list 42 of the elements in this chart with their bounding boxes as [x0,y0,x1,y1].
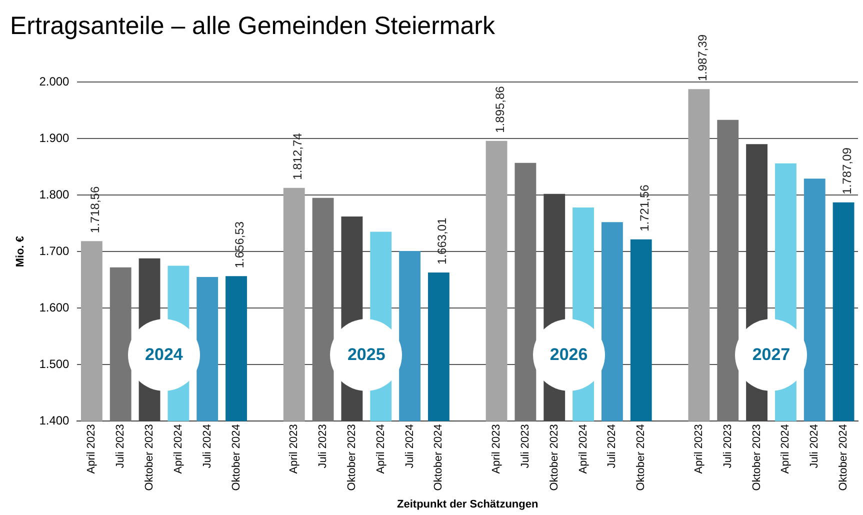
x-tick-label: April 2024 [577,424,590,474]
x-tick-label: Juli 2024 [201,424,214,468]
chart-title: Ertragsanteile – alle Gemeinden Steiermark [10,12,496,40]
x-tick-label: Juli 2023 [519,424,532,468]
x-tick-label: April 2023 [288,424,300,474]
x-tick-label: April 2023 [86,424,98,474]
data-label: 1.721,56 [637,184,652,232]
x-tick-label: Juli 2023 [722,424,734,468]
y-tick-label: 1.600 [39,300,70,314]
x-tick-label: April 2024 [172,424,184,474]
x-tick-label: Juli 2024 [606,424,618,468]
data-label: 1.812,74 [290,132,304,180]
y-tick-label: 2.000 [39,74,70,88]
data-label: 1.656,53 [232,221,247,268]
x-tick-label: Oktober 2024 [635,424,648,491]
x-tick-label: Oktober 2024 [432,424,445,491]
x-tick-label: Oktober 2023 [346,424,358,491]
data-label: 1.663,01 [435,217,450,264]
y-axis-title: Mio. € [14,236,27,268]
y-tick-label: 1.500 [39,356,70,371]
x-tick-label: Oktober 2024 [838,424,850,491]
x-tick-label: Oktober 2023 [144,424,156,491]
x-tick-label: Juli 2024 [808,424,821,468]
data-label: 1.718,56 [88,186,102,234]
y-tick-label: 1.400 [39,413,70,428]
data-label: 1.895,86 [492,86,507,133]
x-tick-label: April 2024 [780,424,792,474]
x-tick-label: Juli 2023 [317,424,330,468]
x-axis-title: Zeitpunkt der Schätzungen [397,498,538,510]
x-tick-label: April 2023 [692,424,705,474]
x-tick-label: Oktober 2024 [230,424,242,491]
x-tick-label: Oktober 2023 [548,424,560,491]
x-tick-label: Oktober 2023 [750,424,763,491]
x-tick-label: April 2024 [374,424,387,474]
y-tick-label: 1.900 [39,130,70,145]
x-tick-label: April 2023 [490,424,503,474]
data-label: 1.987,39 [695,34,710,82]
x-tick-label: Juli 2023 [114,424,127,468]
y-tick-label: 1.800 [39,187,70,202]
y-tick-label: 1.700 [39,244,70,258]
data-label: 1.787,09 [840,147,854,194]
x-tick-label: Juli 2024 [404,424,416,468]
